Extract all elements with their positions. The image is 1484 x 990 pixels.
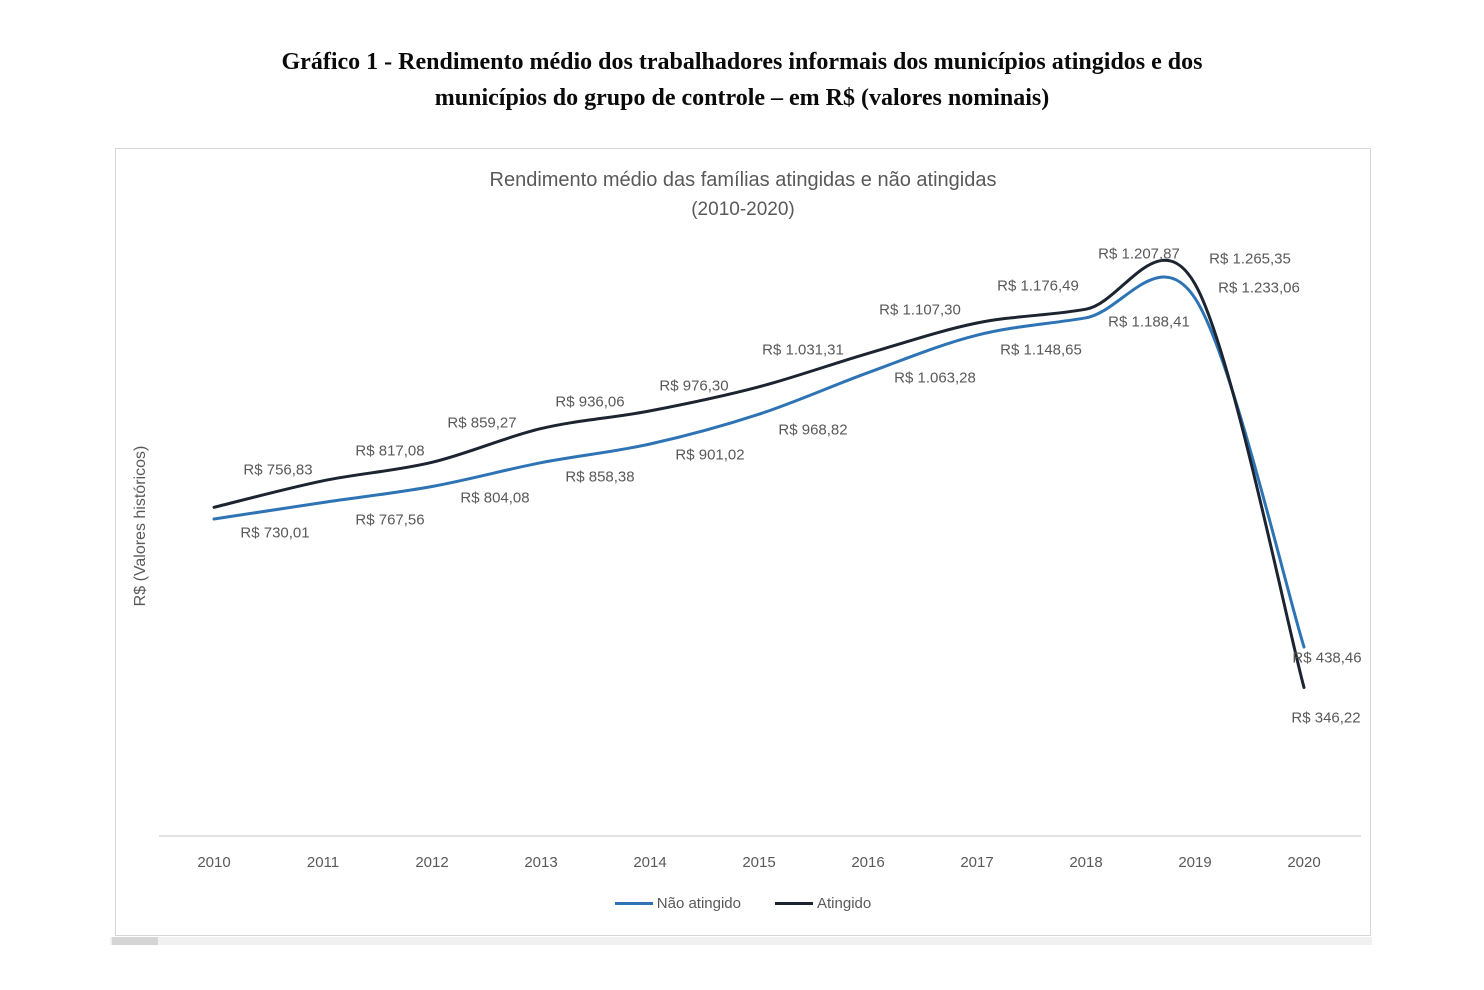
data-label: R$ 1.188,41 <box>1108 313 1190 331</box>
data-label: R$ 730,01 <box>240 524 310 542</box>
data-label: R$ 936,06 <box>555 393 625 411</box>
x-axis-tick-label: 2013 <box>524 854 558 871</box>
series-line-nao-atingido <box>212 275 1306 649</box>
data-label: R$ 804,08 <box>460 489 530 506</box>
plot-area <box>159 258 1361 837</box>
x-axis-tick-label: 2014 <box>633 854 667 871</box>
data-label: R$ 756,83 <box>243 461 313 479</box>
data-label: R$ 1.233,06 <box>1218 279 1300 297</box>
x-axis-tick-label: 2017 <box>960 854 994 871</box>
series-line-atingido <box>212 258 1306 689</box>
document-title-line-2: municípios do grupo de controle – em R$ … <box>434 85 1050 111</box>
x-axis-tick-label: 2018 <box>1069 854 1103 871</box>
data-label: R$ 1.063,28 <box>894 369 976 387</box>
data-label: R$ 817,08 <box>355 442 425 460</box>
x-axis-tick-label: 2016 <box>851 854 885 871</box>
legend-line-swatch-atingido <box>775 902 813 905</box>
chart-frame: Rendimento médio das famílias atingidas … <box>115 148 1371 936</box>
data-label: R$ 767,56 <box>355 511 425 529</box>
legend-label-atingido: Atingido <box>817 895 872 912</box>
chart-title: Rendimento médio das famílias atingidas … <box>489 169 997 191</box>
x-axis-tick-label: 2015 <box>742 854 776 871</box>
data-label: R$ 1.031,31 <box>762 341 844 359</box>
x-axis-tick-label: 2020 <box>1287 854 1321 871</box>
data-label: R$ 346,22 <box>1291 709 1361 726</box>
x-axis-tick-label: 2010 <box>197 854 231 871</box>
document-title: Gráfico 1 - Rendimento médio dos trabalh… <box>0 44 1484 116</box>
data-label: R$ 1.148,65 <box>1000 341 1082 359</box>
horizontal-scrollbar-track[interactable] <box>110 937 1372 945</box>
data-label: R$ 859,27 <box>447 414 517 432</box>
data-label: R$ 901,02 <box>675 446 745 464</box>
data-label: R$ 1.207,87 <box>1098 245 1180 263</box>
document-title-line-1: Gráfico 1 - Rendimento médio dos trabalh… <box>281 49 1203 75</box>
x-axis-tick-label: 2019 <box>1178 854 1212 871</box>
data-label: R$ 858,38 <box>565 468 635 486</box>
data-label: R$ 438,46 <box>1292 649 1362 667</box>
chart-subtitle: (2010-2020) <box>691 199 795 220</box>
legend: Não atingido Atingido <box>116 895 1370 912</box>
horizontal-scrollbar-thumb[interactable] <box>112 937 158 945</box>
legend-line-swatch-nao-atingido <box>614 902 653 905</box>
legend-item-nao-atingido[interactable]: Não atingido <box>614 895 741 912</box>
data-label: R$ 1.176,49 <box>997 277 1079 295</box>
data-label: R$ 1.265,35 <box>1209 250 1291 268</box>
legend-item-atingido[interactable]: Atingido <box>775 895 871 912</box>
data-label: R$ 976,30 <box>659 377 729 395</box>
data-label: R$ 968,82 <box>778 421 848 439</box>
data-label: R$ 1.107,30 <box>879 301 961 319</box>
x-axis-tick-label: 2012 <box>415 854 449 871</box>
legend-label-nao-atingido: Não atingido <box>656 895 741 912</box>
x-axis-tick-label: 2011 <box>306 854 340 871</box>
